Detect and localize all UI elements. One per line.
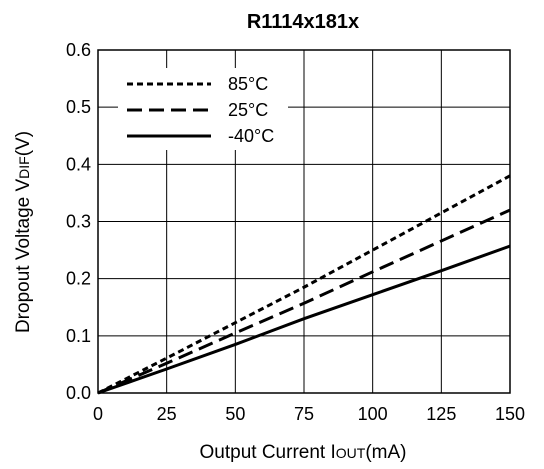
- legend-label: 85°C: [228, 74, 268, 94]
- y-tick-label: 0.0: [66, 383, 91, 403]
- x-axis-label-suffix: (mA): [365, 442, 406, 463]
- legend-label: 25°C: [228, 100, 268, 120]
- y-axis-label-prefix: Dropout Voltage V: [13, 179, 34, 334]
- y-axis-label-suffix: (V): [13, 131, 34, 156]
- y-tick-label: 0.3: [66, 212, 91, 232]
- series-line: [97, 244, 511, 395]
- y-tick-label: 0.1: [66, 326, 91, 346]
- chart-title: R1114x181x: [247, 11, 359, 33]
- y-axis-label: Dropout Voltage VDIF(V): [13, 131, 34, 333]
- x-tick-label: 75: [294, 404, 314, 424]
- x-tick-label: 125: [426, 404, 456, 424]
- x-tick-label: 50: [225, 404, 245, 424]
- series-line: [97, 174, 511, 395]
- series-lines: [97, 174, 511, 395]
- x-tick-label: 100: [358, 404, 388, 424]
- legend-label: -40°C: [228, 126, 274, 146]
- y-axis-label-subscript: DIF: [16, 156, 32, 179]
- series-line: [97, 208, 511, 395]
- x-tick-label: 150: [495, 404, 525, 424]
- y-tick-label: 0.5: [66, 97, 91, 117]
- y-tick-label: 0.6: [66, 40, 91, 60]
- x-axis-label-subscript: OUT: [336, 445, 366, 461]
- y-tick-label: 0.2: [66, 269, 91, 289]
- plot-frame: [97, 49, 511, 394]
- x-tick-label: 25: [157, 404, 177, 424]
- x-tick-labels: 0 25 50 75 100 125 150: [93, 404, 525, 424]
- legend: 85°C 25°C -40°C: [118, 68, 288, 150]
- y-tick-labels: 0.0 0.1 0.2 0.3 0.4 0.5 0.6: [66, 40, 91, 403]
- x-axis-label-prefix: Output Current I: [200, 442, 336, 463]
- x-tick-label: 0: [93, 404, 103, 424]
- x-axis-label: Output Current IOUT(mA): [200, 442, 407, 463]
- y-tick-label: 0.4: [66, 154, 91, 174]
